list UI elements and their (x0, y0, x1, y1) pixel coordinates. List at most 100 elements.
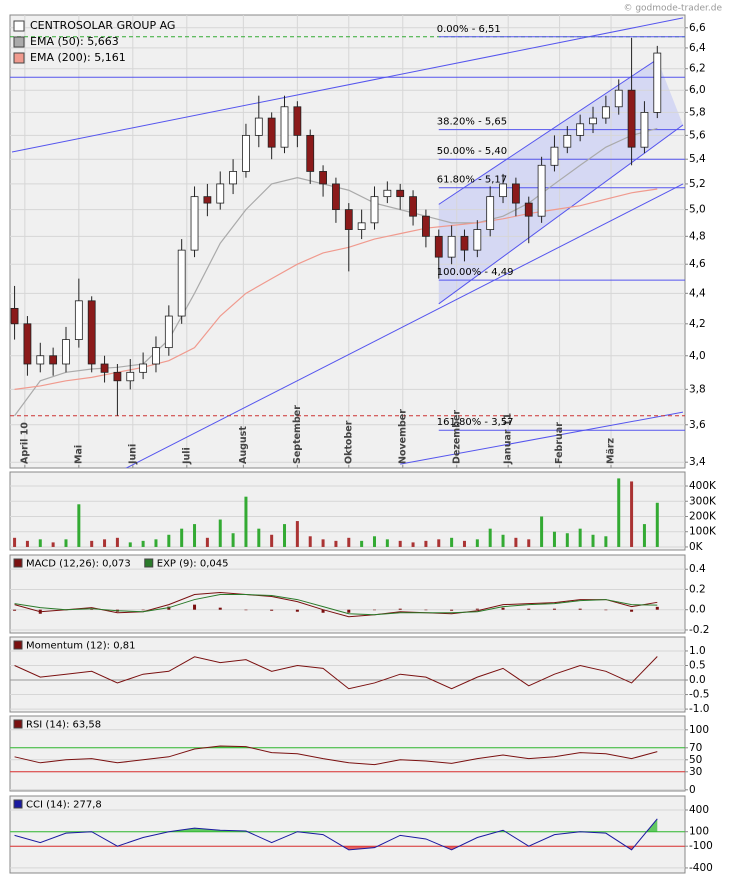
y-tick-label: 50 (689, 754, 702, 766)
volume-bar (578, 528, 582, 547)
candle-body (126, 371, 135, 382)
legend-label: EMA (200): 5,161 (30, 51, 126, 64)
candle-body (152, 347, 160, 365)
candle-body (62, 339, 70, 365)
candle-body (627, 89, 636, 148)
volume-bar (13, 537, 17, 547)
y-tick-label: 5,4 (689, 153, 706, 165)
fib-label: 38.20% - 5,65 (437, 117, 507, 128)
y-tick-label: 6,4 (689, 42, 706, 54)
histogram-bar (630, 609, 634, 612)
histogram-bar (270, 609, 274, 611)
candle-body (10, 307, 19, 325)
volume-bar (655, 502, 659, 547)
volume-bar (38, 539, 42, 547)
histogram-bar (655, 606, 659, 610)
candle-body (383, 189, 392, 198)
volume-bar (475, 539, 479, 547)
candle-body (422, 215, 430, 237)
candle-body (357, 222, 366, 230)
candle-body (473, 229, 482, 251)
candle-body (614, 89, 623, 108)
volume-bar (180, 528, 184, 547)
indicator-line (14, 594, 658, 616)
y-tick-label: 0 (689, 784, 696, 796)
plot-area (10, 809, 685, 869)
histogram-bar (424, 609, 428, 611)
candle-body (653, 52, 662, 113)
candle-body (49, 355, 58, 365)
x-tick-label: August (238, 426, 249, 464)
legend-swatch (13, 640, 23, 650)
trend-channel (438, 59, 683, 304)
volume-bar (501, 534, 505, 547)
histogram-bar (372, 609, 376, 611)
volume-bar (385, 539, 389, 547)
volume-bar (167, 534, 171, 547)
fib-label: 50.00% - 5,40 (437, 146, 507, 157)
y-tick-label: -400 (689, 862, 713, 874)
candle-body (229, 171, 237, 185)
volume-bar (90, 540, 94, 547)
y-tick-label: 4,4 (689, 287, 706, 299)
volume-bar (540, 516, 544, 547)
y-tick-label: 0K (689, 541, 704, 553)
candle-body (254, 117, 263, 136)
legend-label: EXP (9): 0,045 (157, 559, 229, 570)
histogram-bar (552, 608, 556, 610)
indicator-line (14, 656, 658, 690)
y-tick-label: 30 (689, 766, 702, 778)
y-tick-label: 0.4 (689, 563, 706, 575)
y-tick-label: 1.0 (689, 645, 706, 657)
volume-bar (411, 542, 415, 547)
x-tick-label: Dezember (451, 410, 462, 464)
candle-body (113, 371, 122, 382)
volume-bar (372, 536, 376, 547)
indicator-line (14, 818, 658, 851)
histogram-bar (475, 608, 479, 610)
legend-swatch (13, 719, 23, 729)
candle-body (293, 106, 302, 136)
legend-swatch (13, 799, 23, 809)
candle-body (486, 196, 495, 230)
panel (9, 471, 686, 551)
fib-label: 100.00% - 4,49 (437, 267, 514, 278)
volume-bar (193, 524, 197, 547)
candle-body (190, 196, 199, 251)
candle-body (23, 323, 32, 365)
candle-body (267, 117, 276, 148)
histogram-bar (347, 609, 351, 613)
candle-body (434, 235, 443, 258)
x-tick-label: Mai (73, 445, 84, 464)
x-tick-label: Juli (181, 447, 192, 465)
legend-swatch (13, 558, 23, 568)
candle-body (499, 183, 507, 198)
y-tick-label: 200K (689, 510, 717, 522)
volume-bar (103, 539, 107, 547)
volume-bar (218, 519, 222, 547)
legend-label: Momentum (12): 0,81 (26, 641, 136, 652)
candle-body (177, 249, 186, 317)
fib-label: 0.00% - 6,51 (437, 24, 501, 35)
legend-label: CCI (14): 277,8 (26, 800, 102, 811)
y-tick-label: 3,8 (689, 383, 706, 395)
volume-bar (462, 540, 466, 547)
panel (9, 554, 686, 634)
y-tick-label: 6,6 (689, 22, 706, 34)
volume-bar (128, 542, 132, 547)
volume-bar (437, 539, 441, 547)
histogram-bar (193, 604, 197, 610)
y-tick-label: 4,6 (689, 258, 706, 270)
legend-swatch (13, 36, 25, 48)
plot-area (10, 568, 685, 631)
y-tick-label: 0.0 (689, 674, 706, 686)
histogram-bar (244, 609, 248, 611)
y-tick-label: 5,6 (689, 129, 706, 141)
candle-body (409, 196, 417, 217)
x-tick-label: Februar (554, 422, 565, 464)
candle-body (640, 112, 649, 148)
candle-body (306, 134, 315, 172)
legend-label: CENTROSOLAR GROUP AG (30, 19, 175, 32)
